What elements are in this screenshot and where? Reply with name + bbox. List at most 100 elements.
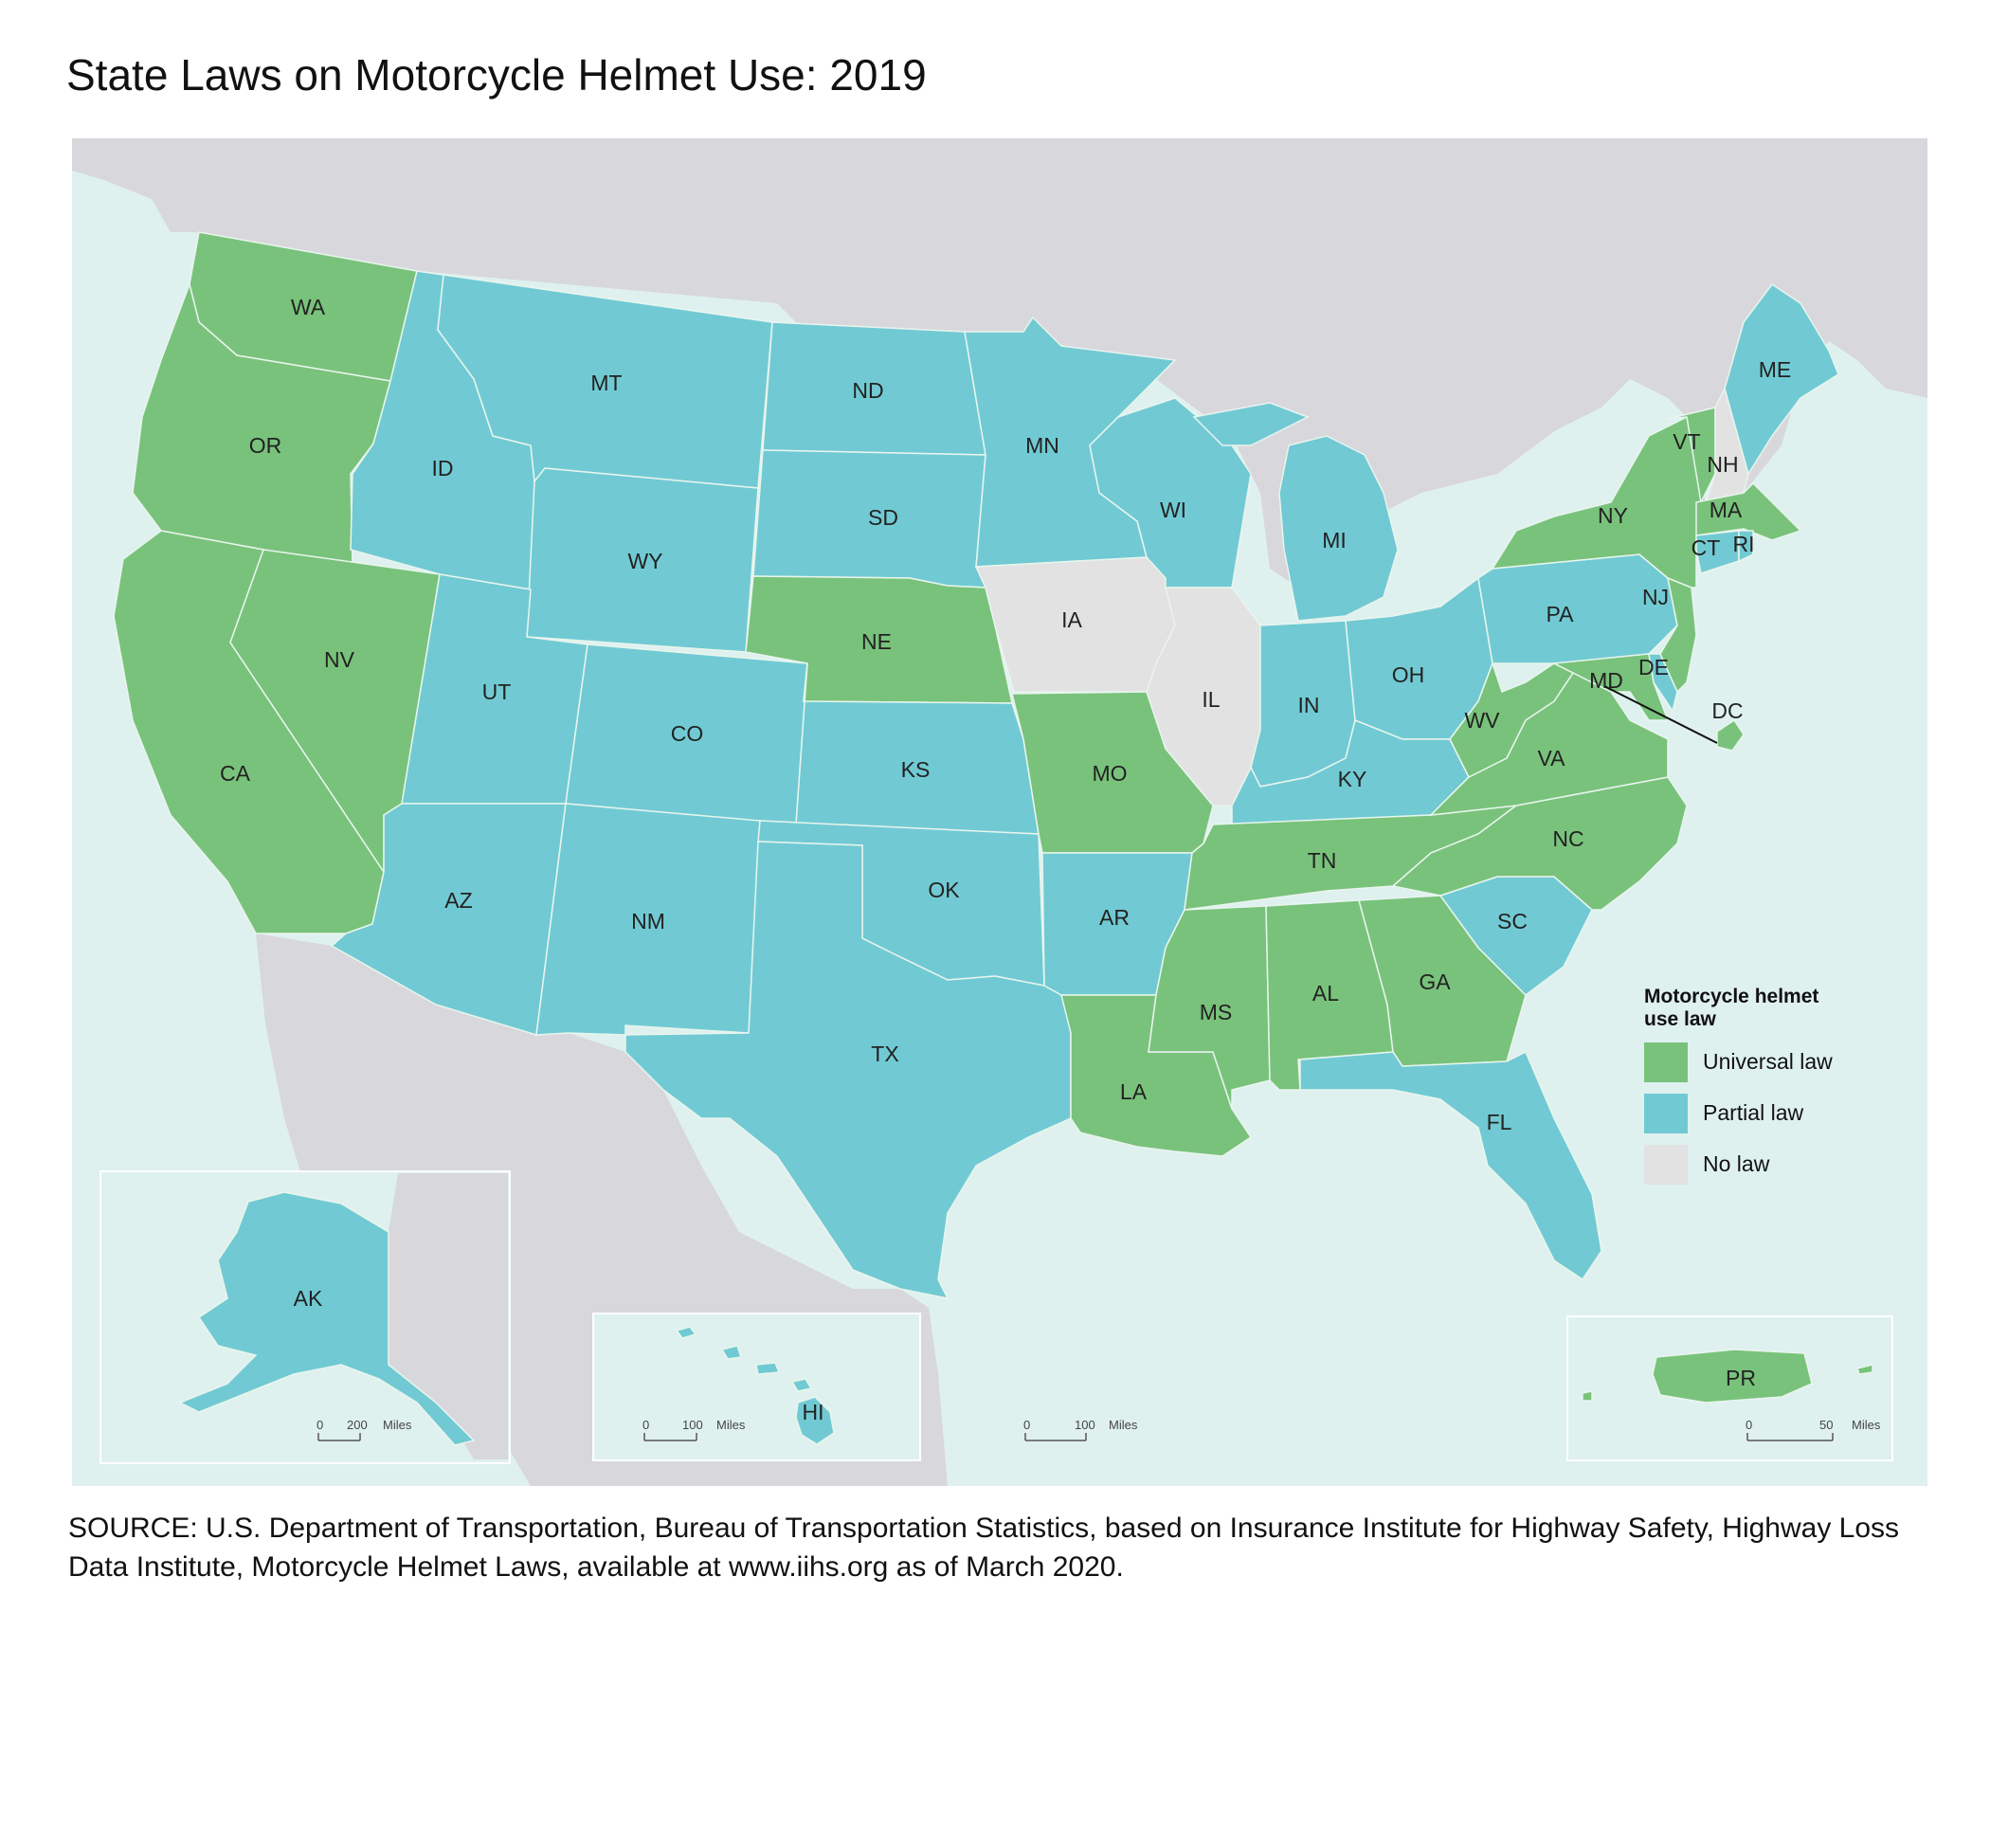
state-label-MI: MI — [1322, 528, 1347, 553]
legend-label-universal: Universal law — [1703, 1049, 1833, 1074]
state-label-KS: KS — [901, 757, 931, 782]
state-shape-RI[interactable] — [1738, 530, 1754, 563]
scale-bar-mainland: 0 100 Miles — [1023, 1418, 1138, 1441]
dc-leader-line — [1603, 685, 1718, 744]
state-label-TX: TX — [871, 1042, 898, 1066]
legend-title-line2: use law — [1644, 1008, 1717, 1030]
scale-hawaii-zero: 0 — [642, 1418, 649, 1432]
state-label-RI: RI — [1733, 532, 1755, 556]
state-label-UT: UT — [482, 679, 512, 704]
state-label-WI: WI — [1160, 498, 1186, 522]
legend-swatch-none — [1644, 1145, 1688, 1185]
state-label-ND: ND — [852, 378, 883, 403]
state-label-SD: SD — [868, 505, 898, 530]
scale-alaska-unit: Miles — [383, 1418, 412, 1432]
scale-pr-value: 50 — [1819, 1418, 1833, 1432]
scale-bar-hawaii: 0 100 Miles — [642, 1418, 746, 1441]
scale-mainland-zero: 0 — [1023, 1418, 1030, 1432]
state-label-MO: MO — [1092, 761, 1127, 786]
state-shape-VT[interactable] — [1667, 407, 1716, 505]
state-label-DE: DE — [1638, 655, 1669, 679]
state-labels: WA OR CA NV ID MT WY UT AZ CO NM ND SD N… — [220, 295, 1791, 1424]
state-label-NV: NV — [324, 647, 355, 672]
state-label-MN: MN — [1025, 433, 1059, 458]
state-shape-TX[interactable] — [624, 841, 1072, 1300]
state-label-ME: ME — [1759, 357, 1792, 382]
state-shape-AK[interactable] — [178, 1191, 476, 1446]
state-label-HI: HI — [803, 1400, 824, 1424]
scale-bar-puerto-rico: 0 50 Miles — [1746, 1418, 1881, 1441]
state-shape-MI[interactable] — [1192, 402, 1399, 622]
state-shape-IL[interactable] — [1146, 587, 1261, 806]
scale-mainland-value: 100 — [1075, 1418, 1095, 1432]
legend-label-none: No law — [1703, 1151, 1770, 1176]
state-shape-WY[interactable] — [526, 467, 759, 653]
state-label-MS: MS — [1200, 1000, 1233, 1024]
state-label-VT: VT — [1673, 429, 1700, 454]
state-label-WV: WV — [1464, 708, 1500, 733]
source-note: SOURCE: U.S. Department of Transportatio… — [68, 1513, 1900, 1583]
scale-mainland-unit: Miles — [1109, 1418, 1138, 1432]
state-label-AR: AR — [1099, 905, 1130, 930]
state-label-OR: OR — [249, 433, 282, 458]
state-label-MT: MT — [590, 371, 622, 395]
state-label-WA: WA — [291, 295, 326, 319]
state-label-OH: OH — [1392, 662, 1425, 687]
state-shape-PR[interactable] — [1582, 1349, 1873, 1404]
legend-swatch-partial — [1644, 1094, 1688, 1133]
state-shape-ME[interactable] — [1724, 282, 1839, 476]
state-shape-DC[interactable] — [1716, 718, 1745, 752]
state-label-KY: KY — [1338, 767, 1367, 791]
state-label-CO: CO — [671, 721, 704, 746]
state-label-NJ: NJ — [1642, 585, 1669, 609]
state-label-MA: MA — [1710, 498, 1743, 522]
state-label-IL: IL — [1202, 687, 1220, 712]
scale-alaska-value: 200 — [347, 1418, 368, 1432]
state-shape-MT[interactable] — [437, 274, 773, 489]
state-shape-DE[interactable] — [1648, 653, 1678, 713]
legend-title-line1: Motorcycle helmet — [1644, 986, 1818, 1007]
state-shape-NE[interactable] — [745, 575, 1013, 704]
state-label-NM: NM — [631, 909, 665, 933]
state-label-SC: SC — [1497, 909, 1528, 933]
state-label-OK: OK — [928, 878, 960, 902]
state-label-FL: FL — [1487, 1110, 1512, 1134]
scale-bar-alaska: 0 200 Miles — [317, 1418, 412, 1441]
state-label-VA: VA — [1538, 746, 1566, 770]
state-label-NC: NC — [1552, 826, 1583, 851]
state-label-AK: AK — [294, 1286, 323, 1311]
legend-label-partial: Partial law — [1703, 1100, 1803, 1125]
state-label-LA: LA — [1120, 1079, 1148, 1104]
state-label-AZ: AZ — [444, 888, 472, 913]
state-label-NE: NE — [861, 629, 892, 654]
legend: Motorcycle helmet use law Universal law … — [1644, 986, 1833, 1185]
scale-pr-zero: 0 — [1746, 1418, 1752, 1432]
legend-swatch-universal — [1644, 1042, 1688, 1082]
state-label-IA: IA — [1061, 607, 1082, 632]
state-label-GA: GA — [1419, 969, 1451, 994]
state-label-CT: CT — [1692, 535, 1721, 560]
state-label-CA: CA — [220, 761, 251, 786]
scale-hawaii-unit: Miles — [716, 1418, 746, 1432]
scale-pr-unit: Miles — [1852, 1418, 1881, 1432]
state-label-AL: AL — [1312, 981, 1339, 1006]
scale-alaska-zero: 0 — [317, 1418, 323, 1432]
state-label-TN: TN — [1308, 848, 1337, 873]
state-label-NH: NH — [1707, 452, 1738, 477]
scale-hawaii-value: 100 — [682, 1418, 703, 1432]
state-label-NY: NY — [1598, 503, 1628, 528]
us-helmet-law-map: 0 200 Miles 0 100 Miles 0 100 Miles 0 50… — [72, 138, 1927, 1486]
state-shape-FL[interactable] — [1299, 1050, 1602, 1281]
state-shape-CT[interactable] — [1695, 530, 1740, 574]
state-label-ID: ID — [432, 456, 454, 480]
hawaii-inset-frame — [592, 1313, 921, 1461]
state-shape-HI[interactable] — [675, 1326, 835, 1445]
map-title: State Laws on Motorcycle Helmet Use: 201… — [66, 50, 927, 100]
state-label-MD: MD — [1589, 668, 1623, 693]
state-shape-NJ[interactable] — [1659, 576, 1697, 694]
state-label-DC: DC — [1711, 698, 1743, 723]
state-label-PR: PR — [1726, 1366, 1756, 1390]
state-label-WY: WY — [627, 549, 662, 573]
state-label-PA: PA — [1547, 602, 1575, 626]
state-label-IN: IN — [1298, 693, 1320, 717]
